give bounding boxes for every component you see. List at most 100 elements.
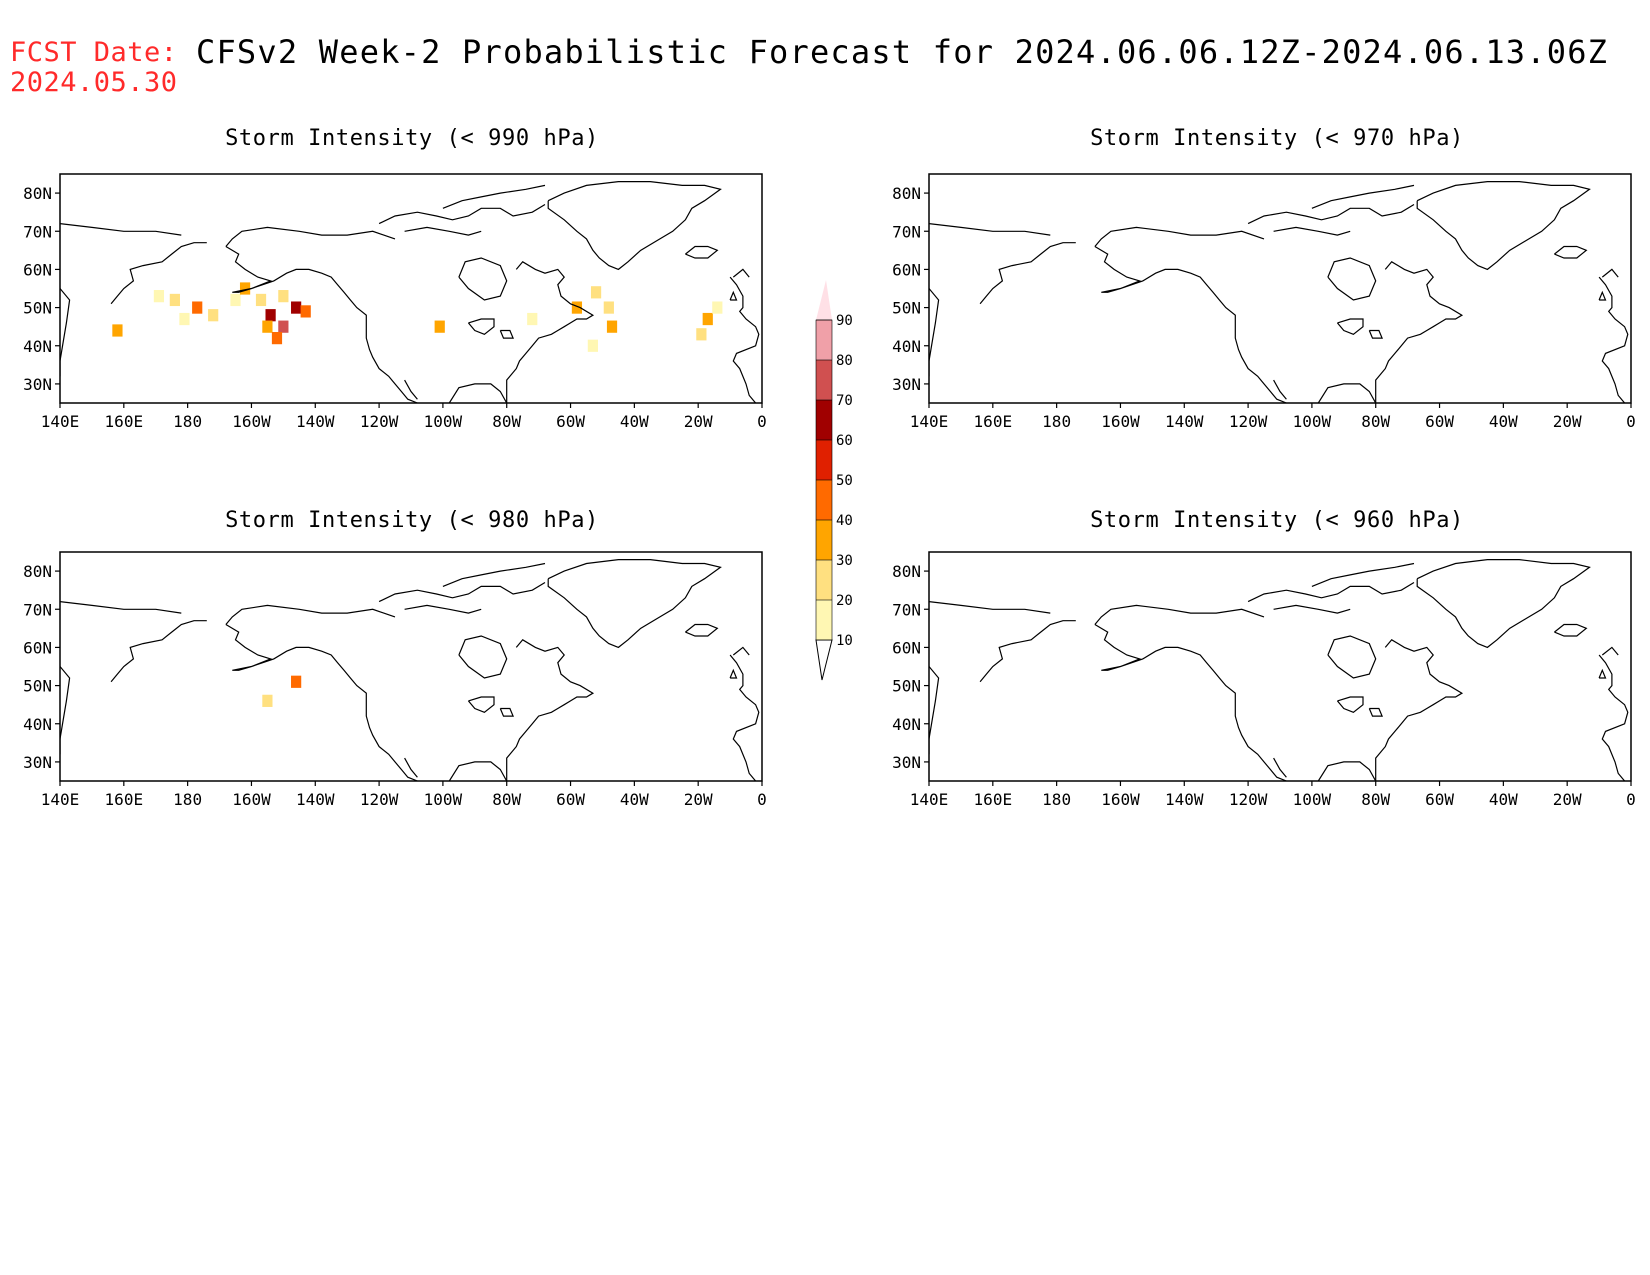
lon-tick-label: 120W bbox=[1229, 412, 1268, 431]
probability-cell bbox=[112, 324, 123, 337]
lon-tick-label: 140E bbox=[910, 412, 949, 431]
coastline bbox=[1094, 226, 1265, 247]
lon-tick-label: 180 bbox=[173, 412, 202, 431]
map-frame bbox=[928, 173, 1632, 404]
lon-tick-label: 140E bbox=[41, 790, 80, 809]
lon-tick-label: 100W bbox=[424, 412, 463, 431]
lat-tick-label: 80N bbox=[892, 184, 921, 203]
lon-tick-label: 60W bbox=[1425, 412, 1454, 431]
coastline bbox=[448, 383, 508, 403]
coastline bbox=[404, 226, 482, 236]
coastline bbox=[404, 604, 482, 614]
coastline bbox=[1311, 184, 1415, 209]
coastline bbox=[110, 620, 207, 683]
probability-cell bbox=[571, 301, 583, 314]
panel-title-990: Storm Intensity (< 990 hPa) bbox=[225, 126, 599, 151]
map-frame bbox=[59, 173, 763, 404]
coastline bbox=[547, 181, 722, 271]
lon-tick-label: 80W bbox=[1361, 790, 1390, 809]
coastline bbox=[499, 329, 515, 339]
coastline bbox=[506, 261, 595, 403]
probability-cell bbox=[300, 305, 311, 318]
coastline bbox=[60, 601, 182, 614]
lon-tick-label: 120W bbox=[360, 412, 399, 431]
probability-cell bbox=[179, 312, 190, 326]
colorbar-label: 60 bbox=[836, 433, 853, 449]
lon-tick-label: 100W bbox=[1293, 412, 1332, 431]
coastline bbox=[506, 639, 595, 781]
lat-tick-label: 30N bbox=[23, 375, 52, 394]
coastline bbox=[60, 288, 71, 377]
lon-tick-label: 20W bbox=[684, 790, 713, 809]
coastline bbox=[1317, 383, 1377, 403]
colorbar-segment bbox=[816, 480, 832, 520]
coastline bbox=[929, 666, 940, 755]
coastline bbox=[1375, 639, 1464, 781]
lon-tick-label: 140W bbox=[1165, 412, 1204, 431]
lon-tick-label: 180 bbox=[1042, 790, 1071, 809]
probability-cell bbox=[230, 293, 241, 307]
coastline bbox=[1094, 245, 1287, 403]
coastline bbox=[729, 668, 738, 679]
coastline bbox=[404, 757, 418, 778]
lon-tick-label: 0 bbox=[757, 412, 767, 431]
colorbar-label: 50 bbox=[836, 473, 853, 489]
probability-cell bbox=[587, 339, 598, 352]
colorbar-label: 70 bbox=[836, 393, 853, 409]
probability-cell bbox=[278, 320, 289, 333]
probability-layer bbox=[112, 282, 723, 352]
lon-tick-label: 180 bbox=[173, 790, 202, 809]
lat-tick-label: 60N bbox=[23, 638, 52, 657]
lon-tick-label: 140W bbox=[1165, 790, 1204, 809]
lon-tick-label: 120W bbox=[360, 790, 399, 809]
coastline bbox=[60, 666, 71, 755]
lon-tick-label: 20W bbox=[684, 412, 713, 431]
lat-tick-label: 80N bbox=[892, 562, 921, 581]
coastline bbox=[467, 696, 495, 713]
colorbar-segment bbox=[816, 360, 832, 400]
coastline bbox=[1598, 290, 1607, 301]
coastline bbox=[1273, 379, 1287, 400]
colorbar: 10 20 30 40 50 60 70 80 90 bbox=[815, 280, 853, 681]
map-panel-p970: 140E 160E 180 160W 140W 120W 100W 80W 60W 40W 20W 0… bbox=[892, 173, 1636, 431]
coastline bbox=[1327, 257, 1377, 301]
lon-tick-label: 160W bbox=[232, 412, 271, 431]
forecast-date-label: FCST Date: bbox=[10, 37, 178, 68]
lon-tick-label: 20W bbox=[1553, 790, 1582, 809]
colorbar-bottom-tip bbox=[815, 639, 833, 681]
coastline bbox=[1247, 203, 1415, 225]
coastline bbox=[1598, 654, 1629, 781]
lat-tick-label: 70N bbox=[23, 222, 52, 241]
lon-tick-label: 180 bbox=[1042, 412, 1071, 431]
forecast-date-value: 2024.05.30 bbox=[10, 67, 178, 98]
lon-tick-label: 160W bbox=[1101, 790, 1140, 809]
lat-tick-label: 50N bbox=[23, 299, 52, 318]
lon-tick-label: 40W bbox=[1489, 412, 1518, 431]
coastline bbox=[458, 257, 508, 301]
map-frame bbox=[928, 551, 1632, 782]
probability-cell bbox=[527, 312, 538, 326]
colorbar-label: 80 bbox=[836, 353, 853, 369]
lon-tick-label: 140W bbox=[296, 790, 335, 809]
coastline bbox=[1598, 276, 1629, 403]
coastline bbox=[1094, 623, 1287, 781]
probability-layer bbox=[262, 675, 302, 707]
coastline bbox=[729, 654, 760, 781]
coastline bbox=[499, 707, 515, 717]
probability-cell bbox=[271, 332, 283, 345]
coastline bbox=[685, 623, 719, 637]
probability-cell bbox=[192, 301, 203, 314]
coastline bbox=[404, 379, 418, 400]
probability-cell bbox=[712, 301, 723, 314]
coastline bbox=[547, 558, 722, 649]
colorbar-segment bbox=[816, 320, 832, 360]
lon-tick-label: 160W bbox=[232, 790, 271, 809]
colorbar-segment bbox=[816, 440, 832, 480]
probability-cell bbox=[606, 320, 618, 333]
coastline bbox=[1273, 226, 1351, 236]
coastline bbox=[1375, 261, 1464, 403]
lon-tick-label: 0 bbox=[1626, 412, 1636, 431]
coastline bbox=[442, 562, 546, 587]
lon-tick-label: 140W bbox=[296, 412, 335, 431]
coastline bbox=[1554, 623, 1588, 637]
